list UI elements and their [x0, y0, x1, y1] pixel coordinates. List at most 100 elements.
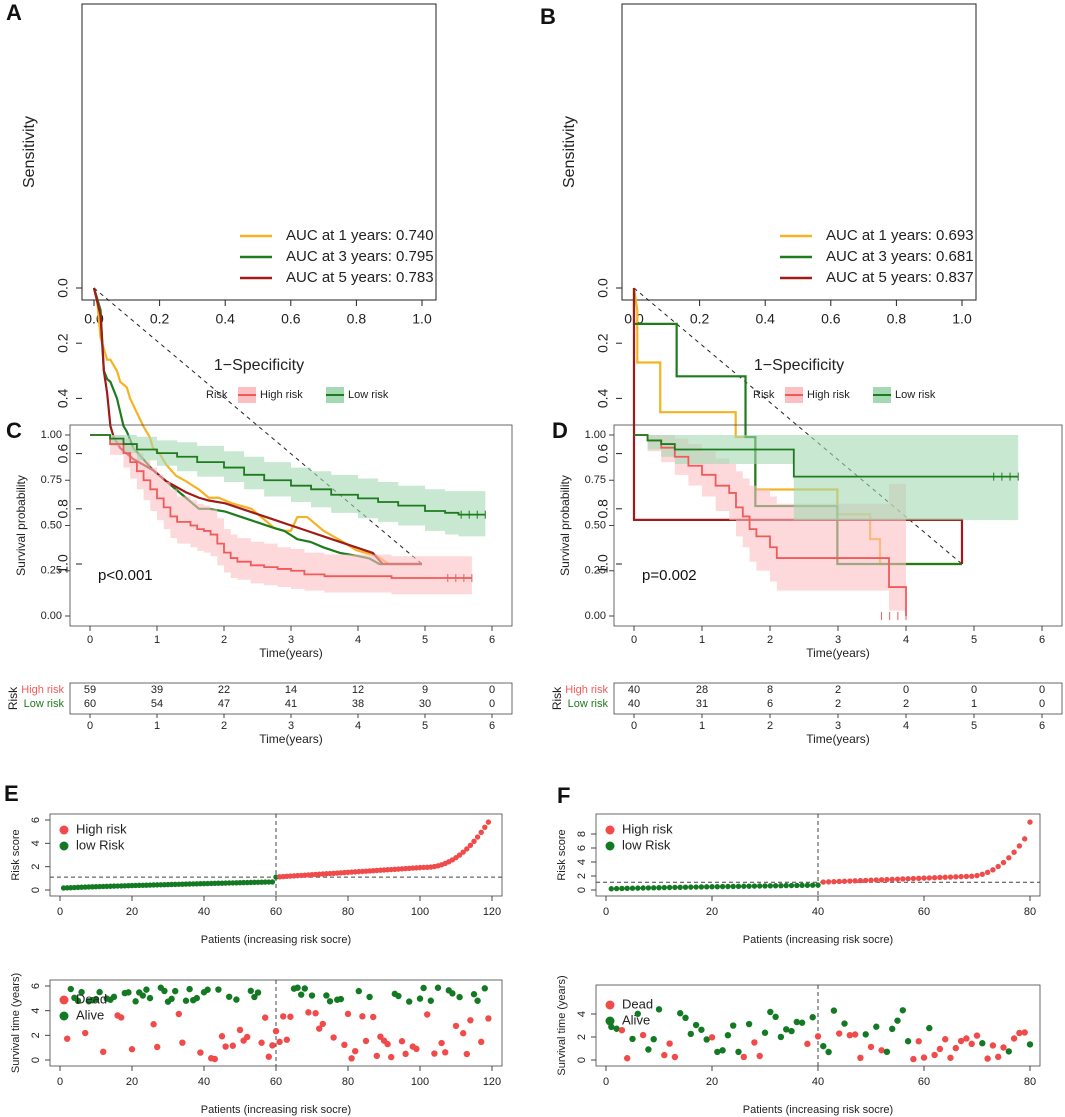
x-tick-label: 120 — [483, 1076, 501, 1088]
x-tick-label: 2 — [767, 634, 773, 646]
legend-dot — [605, 825, 615, 835]
x-tick-label: 0.8 — [347, 311, 367, 327]
survival-point — [730, 1022, 737, 1029]
survival-point — [952, 1044, 959, 1052]
risk-point — [767, 883, 773, 889]
x-tick-label: 4 — [903, 720, 909, 732]
survival-point — [442, 1049, 449, 1056]
x-tick-label: 0 — [57, 906, 63, 918]
survival-point — [175, 1010, 182, 1018]
survival-point — [634, 1010, 641, 1017]
survival-point — [355, 987, 362, 995]
survival-point — [118, 1014, 125, 1021]
risk-point — [467, 842, 474, 848]
risk-point — [464, 846, 470, 852]
x-tick-label: 20 — [126, 906, 138, 918]
x-tick-label: 0 — [603, 906, 609, 918]
survival-point — [995, 1053, 1002, 1061]
risk-point — [804, 882, 811, 888]
risk-point — [852, 878, 858, 884]
risk-point — [640, 885, 646, 891]
survival-point — [110, 993, 118, 1001]
survival-point — [756, 1052, 763, 1060]
risk-point — [688, 884, 694, 890]
survival-point — [344, 1010, 352, 1018]
x-axis-label: Time(years) — [806, 646, 870, 660]
y-tick-label: 1.00 — [41, 429, 62, 441]
risk-point — [942, 874, 948, 880]
survival-point — [714, 1048, 721, 1056]
x-axis-label: 1−Specificity — [754, 357, 844, 374]
risk-point — [815, 882, 821, 888]
risk-count: 39 — [151, 684, 163, 696]
y-tick-label: 4 — [576, 1011, 588, 1017]
x-tick-label: 60 — [918, 906, 930, 918]
survival-point — [215, 986, 222, 993]
risk-point — [772, 883, 779, 889]
risk-point — [841, 878, 848, 884]
y-axis-label: Survival probability — [558, 475, 572, 576]
survival-point — [825, 1048, 832, 1056]
x-tick-label: 0 — [631, 720, 637, 732]
survival-point — [724, 1032, 732, 1039]
legend-dot — [605, 1000, 615, 1010]
survival-point — [915, 1038, 922, 1045]
x-tick-label: 100 — [411, 1076, 429, 1088]
plot-frame — [621, 3, 977, 301]
risk-point — [751, 883, 758, 889]
x-tick-label: 0.4 — [215, 311, 235, 327]
survival-point — [218, 1033, 226, 1040]
survival-point — [341, 1041, 348, 1049]
x-axis-label: Patients (increasing risk socre) — [201, 934, 351, 946]
survival-point — [645, 1046, 652, 1053]
survival-point — [402, 1050, 409, 1058]
survival-point — [308, 992, 316, 999]
survival-point — [276, 1038, 283, 1046]
x-tick-label: 80 — [342, 1076, 354, 1088]
survival-point — [1026, 1041, 1034, 1048]
x-axis-label: Patients (increasing risk socre) — [201, 1104, 351, 1116]
x-tick-label: 0 — [603, 1076, 609, 1088]
survival-point — [262, 1014, 269, 1021]
risk-point — [820, 879, 826, 885]
survival-point — [463, 1050, 470, 1058]
survival-point — [740, 1053, 747, 1061]
risk-point — [460, 849, 466, 855]
survival-point — [460, 1030, 467, 1037]
survival-point — [100, 1048, 107, 1056]
survival-point — [323, 992, 330, 999]
risk-point — [778, 882, 784, 889]
x-axis-label: Time(years) — [259, 646, 323, 660]
survival-point — [319, 1020, 326, 1028]
survival-point — [312, 1010, 319, 1017]
survival-point — [222, 1043, 229, 1050]
y-tick-label: 0.50 — [585, 519, 606, 531]
x-tick-label: 2 — [221, 720, 227, 732]
risk-point — [682, 884, 689, 890]
x-tick-label: 120 — [483, 906, 501, 918]
y-tick-label: 0 — [30, 1057, 42, 1063]
survival-point — [708, 1034, 716, 1041]
survival-point — [337, 995, 344, 1003]
survival-point — [655, 1006, 663, 1013]
legend-dot — [605, 1016, 615, 1026]
survival-point — [211, 1055, 218, 1063]
survival-point — [384, 1040, 391, 1048]
survival-curve — [90, 434, 486, 516]
survival-point — [682, 1014, 689, 1022]
risk-point — [783, 882, 789, 889]
risk-count: 60 — [84, 698, 96, 710]
survival-point — [247, 987, 254, 995]
survival-point — [618, 1026, 626, 1034]
y-axis-label: Survival time (years) — [556, 975, 568, 1075]
survival-point — [910, 1055, 917, 1063]
risk-point — [672, 884, 678, 891]
survival-point — [836, 1030, 843, 1037]
survival-point — [777, 1033, 785, 1041]
survival-point — [936, 1045, 944, 1053]
y-tick-label: 0.25 — [41, 565, 62, 577]
survival-point — [373, 1052, 380, 1060]
x-tick-label: 0 — [631, 634, 637, 646]
risk-point — [661, 884, 667, 891]
risk-point — [666, 884, 673, 891]
